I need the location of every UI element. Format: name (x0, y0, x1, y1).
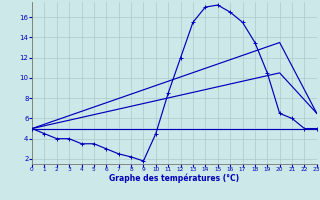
X-axis label: Graphe des températures (°C): Graphe des températures (°C) (109, 174, 239, 183)
